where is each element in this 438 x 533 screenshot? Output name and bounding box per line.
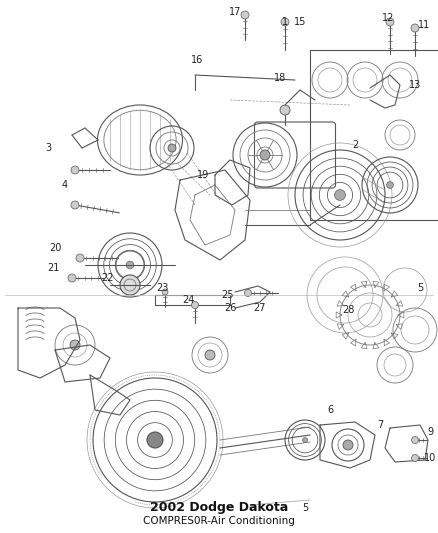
Text: 19: 19 <box>197 170 209 180</box>
Text: 15: 15 <box>294 17 306 27</box>
Circle shape <box>411 24 419 32</box>
Circle shape <box>168 144 176 152</box>
Text: 5: 5 <box>417 283 423 293</box>
Circle shape <box>281 18 289 26</box>
Circle shape <box>70 340 80 350</box>
Text: 2002 Dodge Dakota: 2002 Dodge Dakota <box>150 500 288 513</box>
Text: 1: 1 <box>282 17 288 27</box>
Circle shape <box>205 350 215 360</box>
Circle shape <box>76 254 84 262</box>
Circle shape <box>191 302 198 309</box>
Circle shape <box>260 150 270 160</box>
Text: 27: 27 <box>254 303 266 313</box>
Text: 23: 23 <box>156 283 168 293</box>
Circle shape <box>148 433 162 447</box>
Circle shape <box>411 455 418 462</box>
Text: 18: 18 <box>274 73 286 83</box>
Text: 10: 10 <box>424 453 436 463</box>
Circle shape <box>68 274 76 282</box>
Circle shape <box>120 275 140 295</box>
Text: 21: 21 <box>47 263 59 273</box>
Text: 22: 22 <box>102 273 114 283</box>
Circle shape <box>411 437 418 443</box>
Circle shape <box>147 432 163 448</box>
Circle shape <box>71 166 79 174</box>
Circle shape <box>126 261 134 269</box>
Text: 24: 24 <box>182 295 194 305</box>
Circle shape <box>162 289 168 295</box>
Text: 5: 5 <box>302 503 308 513</box>
Text: 3: 3 <box>45 143 51 153</box>
Text: 7: 7 <box>377 420 383 430</box>
Circle shape <box>335 190 346 200</box>
Text: 13: 13 <box>409 80 421 90</box>
Circle shape <box>303 438 307 442</box>
Circle shape <box>387 182 393 188</box>
Circle shape <box>343 440 353 450</box>
Text: 6: 6 <box>327 405 333 415</box>
Text: 2: 2 <box>352 140 358 150</box>
Text: 26: 26 <box>224 303 236 313</box>
Text: 9: 9 <box>427 427 433 437</box>
Text: 11: 11 <box>418 20 430 30</box>
Text: 4: 4 <box>62 180 68 190</box>
Text: 25: 25 <box>222 290 234 300</box>
Circle shape <box>244 289 251 296</box>
Circle shape <box>241 11 249 19</box>
Text: COMPRES0R-Air Conditioning: COMPRES0R-Air Conditioning <box>143 516 295 526</box>
Text: 16: 16 <box>191 55 203 65</box>
Text: 17: 17 <box>229 7 241 17</box>
Circle shape <box>280 105 290 115</box>
Text: 12: 12 <box>382 13 394 23</box>
Circle shape <box>71 201 79 209</box>
Text: 28: 28 <box>342 305 354 315</box>
Circle shape <box>386 18 394 26</box>
Text: 20: 20 <box>49 243 61 253</box>
